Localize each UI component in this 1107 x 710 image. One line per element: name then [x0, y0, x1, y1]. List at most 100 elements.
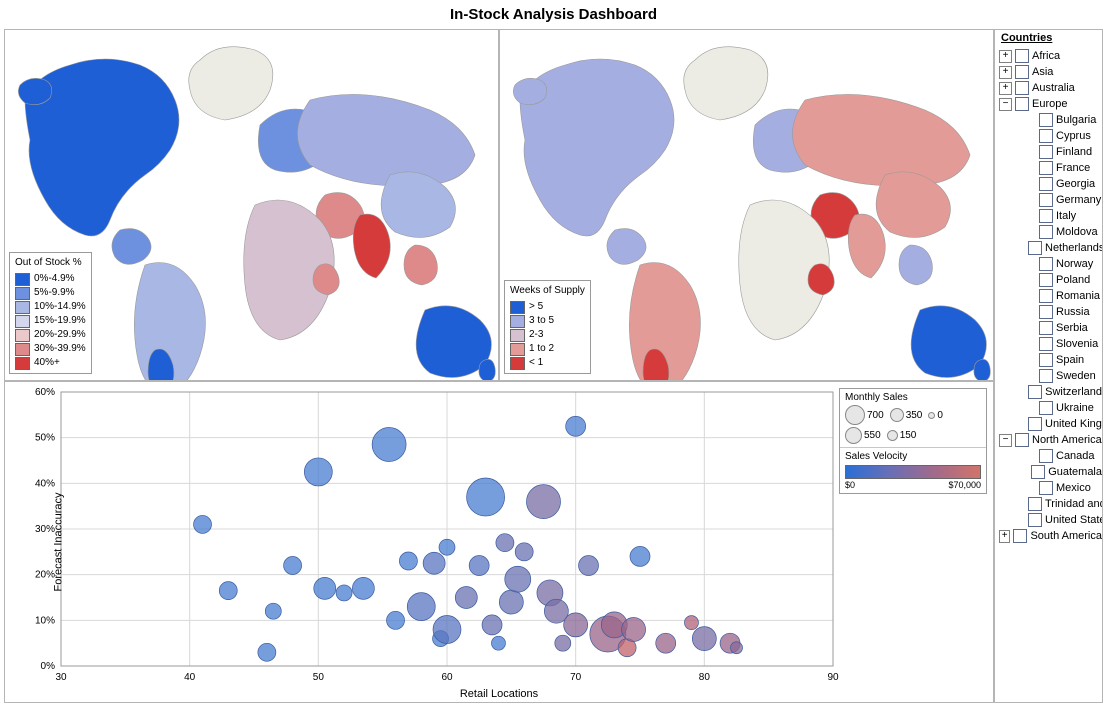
checkbox[interactable] — [1031, 465, 1045, 479]
bubble-point[interactable] — [555, 635, 571, 651]
checkbox[interactable] — [1039, 177, 1053, 191]
bubble-point[interactable] — [564, 613, 588, 637]
bubble-point[interactable] — [407, 593, 435, 621]
checkbox[interactable] — [1015, 97, 1029, 111]
tree-region[interactable]: +Australia — [999, 80, 1102, 96]
checkbox[interactable] — [1039, 225, 1053, 239]
bubble-point[interactable] — [433, 615, 461, 643]
tree-country[interactable]: Poland — [1025, 272, 1102, 288]
expand-icon[interactable]: + — [999, 530, 1010, 543]
tree-country[interactable]: Ukraine — [1025, 400, 1102, 416]
tree-country[interactable]: United Kingdom — [1025, 416, 1102, 432]
bubble-point[interactable] — [265, 603, 281, 619]
tree-country[interactable]: Moldova — [1025, 224, 1102, 240]
checkbox[interactable] — [1015, 65, 1029, 79]
bubble-point[interactable] — [731, 642, 743, 654]
tree-country[interactable]: Guatemala — [1025, 464, 1102, 480]
bubble-point[interactable] — [352, 577, 374, 599]
tree-country[interactable]: Netherlands — [1025, 240, 1102, 256]
expand-icon[interactable]: + — [999, 82, 1012, 95]
bubble-point[interactable] — [527, 485, 561, 519]
checkbox[interactable] — [1039, 113, 1053, 127]
bubble-point[interactable] — [469, 556, 489, 576]
tree-country[interactable]: Romania — [1025, 288, 1102, 304]
checkbox[interactable] — [1039, 305, 1053, 319]
tree-country[interactable]: United States — [1025, 512, 1102, 528]
checkbox[interactable] — [1039, 209, 1053, 223]
bubble-point[interactable] — [284, 557, 302, 575]
tree-country[interactable]: Norway — [1025, 256, 1102, 272]
checkbox[interactable] — [1028, 241, 1042, 255]
checkbox[interactable] — [1039, 353, 1053, 367]
bubble-point[interactable] — [439, 539, 455, 555]
bubble-point[interactable] — [314, 577, 336, 599]
bubble-point[interactable] — [219, 582, 237, 600]
bubble-point[interactable] — [467, 478, 505, 516]
checkbox[interactable] — [1039, 257, 1053, 271]
tree-country[interactable]: Italy — [1025, 208, 1102, 224]
tree-region[interactable]: −North America — [999, 432, 1102, 448]
bubble-point[interactable] — [656, 633, 676, 653]
checkbox[interactable] — [1015, 433, 1029, 447]
tree-country[interactable]: Cyprus — [1025, 128, 1102, 144]
checkbox[interactable] — [1013, 529, 1027, 543]
checkbox[interactable] — [1039, 369, 1053, 383]
bubble-point[interactable] — [336, 585, 352, 601]
collapse-icon[interactable]: − — [999, 434, 1012, 447]
tree-country[interactable]: Sweden — [1025, 368, 1102, 384]
tree-country[interactable]: Spain — [1025, 352, 1102, 368]
tree-country[interactable]: Russia — [1025, 304, 1102, 320]
bubble-point[interactable] — [258, 643, 276, 661]
checkbox[interactable] — [1039, 161, 1053, 175]
bubble-point[interactable] — [515, 543, 533, 561]
tree-country[interactable]: Germany — [1025, 192, 1102, 208]
tree-country[interactable]: Mexico — [1025, 480, 1102, 496]
checkbox[interactable] — [1028, 417, 1042, 431]
checkbox[interactable] — [1039, 337, 1053, 351]
checkbox[interactable] — [1039, 289, 1053, 303]
checkbox[interactable] — [1015, 49, 1029, 63]
checkbox[interactable] — [1039, 401, 1053, 415]
tree-country[interactable]: Trinidad and Tobago — [1025, 496, 1102, 512]
checkbox[interactable] — [1039, 273, 1053, 287]
bubble-point[interactable] — [482, 615, 502, 635]
tree-region[interactable]: −Europe — [999, 96, 1102, 112]
checkbox[interactable] — [1028, 497, 1042, 511]
bubble-point[interactable] — [399, 552, 417, 570]
bubble-point[interactable] — [304, 458, 332, 486]
tree-region[interactable]: +Africa — [999, 48, 1102, 64]
bubble-point[interactable] — [372, 428, 406, 462]
bubble-point[interactable] — [499, 590, 523, 614]
tree-country[interactable]: Bulgaria — [1025, 112, 1102, 128]
checkbox[interactable] — [1039, 129, 1053, 143]
bubble-point[interactable] — [505, 566, 531, 592]
checkbox[interactable] — [1039, 193, 1053, 207]
bubble-point[interactable] — [622, 617, 646, 641]
tree-country[interactable]: Finland — [1025, 144, 1102, 160]
expand-icon[interactable]: + — [999, 66, 1012, 79]
tree-country[interactable]: Serbia — [1025, 320, 1102, 336]
bubble-point[interactable] — [491, 636, 505, 650]
tree-country[interactable]: Switzerland — [1025, 384, 1102, 400]
checkbox[interactable] — [1039, 321, 1053, 335]
tree-country[interactable]: France — [1025, 160, 1102, 176]
bubble-point[interactable] — [692, 627, 716, 651]
checkbox[interactable] — [1028, 513, 1042, 527]
tree-region[interactable]: +Asia — [999, 64, 1102, 80]
tree-country[interactable]: Slovenia — [1025, 336, 1102, 352]
tree-region[interactable]: +South America — [999, 528, 1102, 544]
bubble-point[interactable] — [387, 611, 405, 629]
expand-icon[interactable]: + — [999, 50, 1012, 63]
checkbox[interactable] — [1015, 81, 1029, 95]
checkbox[interactable] — [1028, 385, 1042, 399]
bubble-point[interactable] — [423, 552, 445, 574]
checkbox[interactable] — [1039, 145, 1053, 159]
bubble-point[interactable] — [579, 556, 599, 576]
checkbox[interactable] — [1039, 449, 1053, 463]
bubble-point[interactable] — [630, 546, 650, 566]
checkbox[interactable] — [1039, 481, 1053, 495]
bubble-point[interactable] — [684, 616, 698, 630]
tree-country[interactable]: Georgia — [1025, 176, 1102, 192]
bubble-point[interactable] — [455, 587, 477, 609]
bubble-point[interactable] — [194, 515, 212, 533]
